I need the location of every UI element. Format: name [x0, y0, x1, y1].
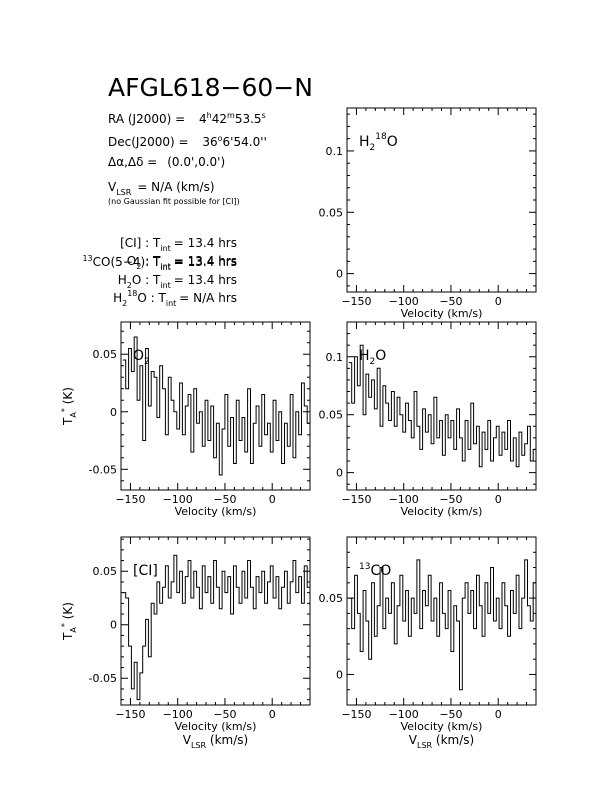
fit-note: (no Gaussian fit possible for [CI]) — [108, 197, 240, 206]
tint-o2: O2 : Tint = 13.4 hrs — [127, 254, 237, 271]
ci-panel: −150 −100 −50 0 -0.05 0 0.05 Velocity (km/s)VLS… — [60, 536, 311, 750]
header-info: RA (J2000) = 4h42m53.5s Dec(J2000) = 36o… — [82, 111, 266, 308]
x-tick-label: −150 — [341, 295, 371, 308]
x-tick-label: −50 — [439, 493, 462, 506]
line-label: H218O — [359, 132, 398, 153]
line-label: 13CO — [359, 562, 391, 579]
x-tick-label: −50 — [213, 708, 236, 721]
line-label: H2O — [359, 348, 386, 367]
line-label: O2 — [133, 348, 150, 367]
y-tick-label: 0.05 — [93, 348, 118, 361]
x-tick-label: 0 — [269, 493, 276, 506]
dec-line: Dec(J2000) = 36o6'54.0'' — [108, 134, 267, 149]
13co-panel: −150 −100 −50 0 0 0.05 Velocity (km/s)VLSR (km… — [319, 536, 537, 750]
tint-13co: 13CO(5−4): Tint = 13.4 hrs — [82, 254, 237, 272]
x-tick-label: −50 — [439, 708, 462, 721]
y-tick-label: 0.05 — [319, 409, 344, 422]
spectrum-line — [122, 554, 311, 701]
source-title: AFGL618−60−N — [108, 73, 313, 102]
ra-line: RA (J2000) = 4h42m53.5s — [108, 111, 266, 126]
x-tick-label: −100 — [389, 493, 419, 506]
x-tick-label: 0 — [495, 295, 502, 308]
x-tick-label: −50 — [439, 295, 462, 308]
tint-ci: [CI] : Tint = 13.4 hrs — [120, 236, 237, 253]
x-axis-label: Velocity (km/s) — [401, 720, 483, 733]
spectrum-line — [348, 344, 537, 468]
y-tick-label: 0 — [110, 619, 117, 632]
y-tick-label: -0.05 — [89, 672, 117, 685]
x-tick-label: −100 — [163, 708, 193, 721]
x-tick-label: −100 — [389, 708, 419, 721]
x-tick-label: −150 — [115, 708, 145, 721]
o2-panel: −150 −100 −50 0 -0.05 0 0.05 Velocity (km/s) TA*… — [60, 321, 311, 518]
y-tick-label: 0 — [336, 668, 343, 681]
y-tick-label: 0.05 — [319, 206, 344, 219]
x-axis-label: Velocity (km/s) — [401, 505, 483, 518]
y-axis-label: TA* (K) — [60, 602, 78, 641]
x-tick-label: −150 — [341, 493, 371, 506]
y-tick-label: 0 — [336, 467, 343, 480]
x-tick-label: −150 — [115, 493, 145, 506]
spectrum-line — [122, 336, 311, 476]
spectrum-line — [348, 559, 537, 691]
x-tick-label: −150 — [341, 708, 371, 721]
y-tick-label: 0.1 — [326, 145, 344, 158]
offset-line: Δα,Δδ = (0.0',0.0') — [108, 155, 225, 169]
y-tick-label: 0 — [336, 268, 343, 281]
y-tick-label: 0.05 — [93, 565, 118, 578]
line-label: [CI] — [133, 563, 158, 579]
y-tick-label: 0 — [110, 406, 117, 419]
x-tick-label: 0 — [495, 708, 502, 721]
x-tick-label: −50 — [213, 493, 236, 506]
y-tick-label: -0.05 — [89, 463, 117, 476]
tint-h218o: H218O : Tint = N/A hrs — [113, 289, 237, 308]
h2o-panel: −150 −100 −50 0 0 0.05 0.1 Velocity (km/s) H2O — [319, 321, 537, 518]
h218o-panel: −150 −100 −50 0 0 0.05 0.1 Velocity (km/s) H218O — [319, 107, 537, 320]
x-axis-label: Velocity (km/s) — [175, 720, 257, 733]
x-axis-label: Velocity (km/s) — [401, 307, 483, 320]
x-axis-label: Velocity (km/s) — [175, 505, 257, 518]
x-tick-label: 0 — [495, 493, 502, 506]
y-axis-label: TA* (K) — [60, 387, 78, 426]
y-tick-label: 0.1 — [326, 351, 344, 364]
vlsr-line: VLSR = N/A (km/s) — [108, 180, 215, 197]
x-axis-label-vlsr: VLSR (km/s) — [183, 733, 248, 750]
x-tick-label: −100 — [163, 493, 193, 506]
x-axis-label-vlsr: VLSR (km/s) — [409, 733, 474, 750]
x-tick-label: 0 — [269, 708, 276, 721]
y-tick-label: 0.05 — [319, 592, 344, 605]
x-tick-label: −100 — [389, 295, 419, 308]
tint-h2o: H2O : Tint = 13.4 hrs — [118, 273, 237, 290]
